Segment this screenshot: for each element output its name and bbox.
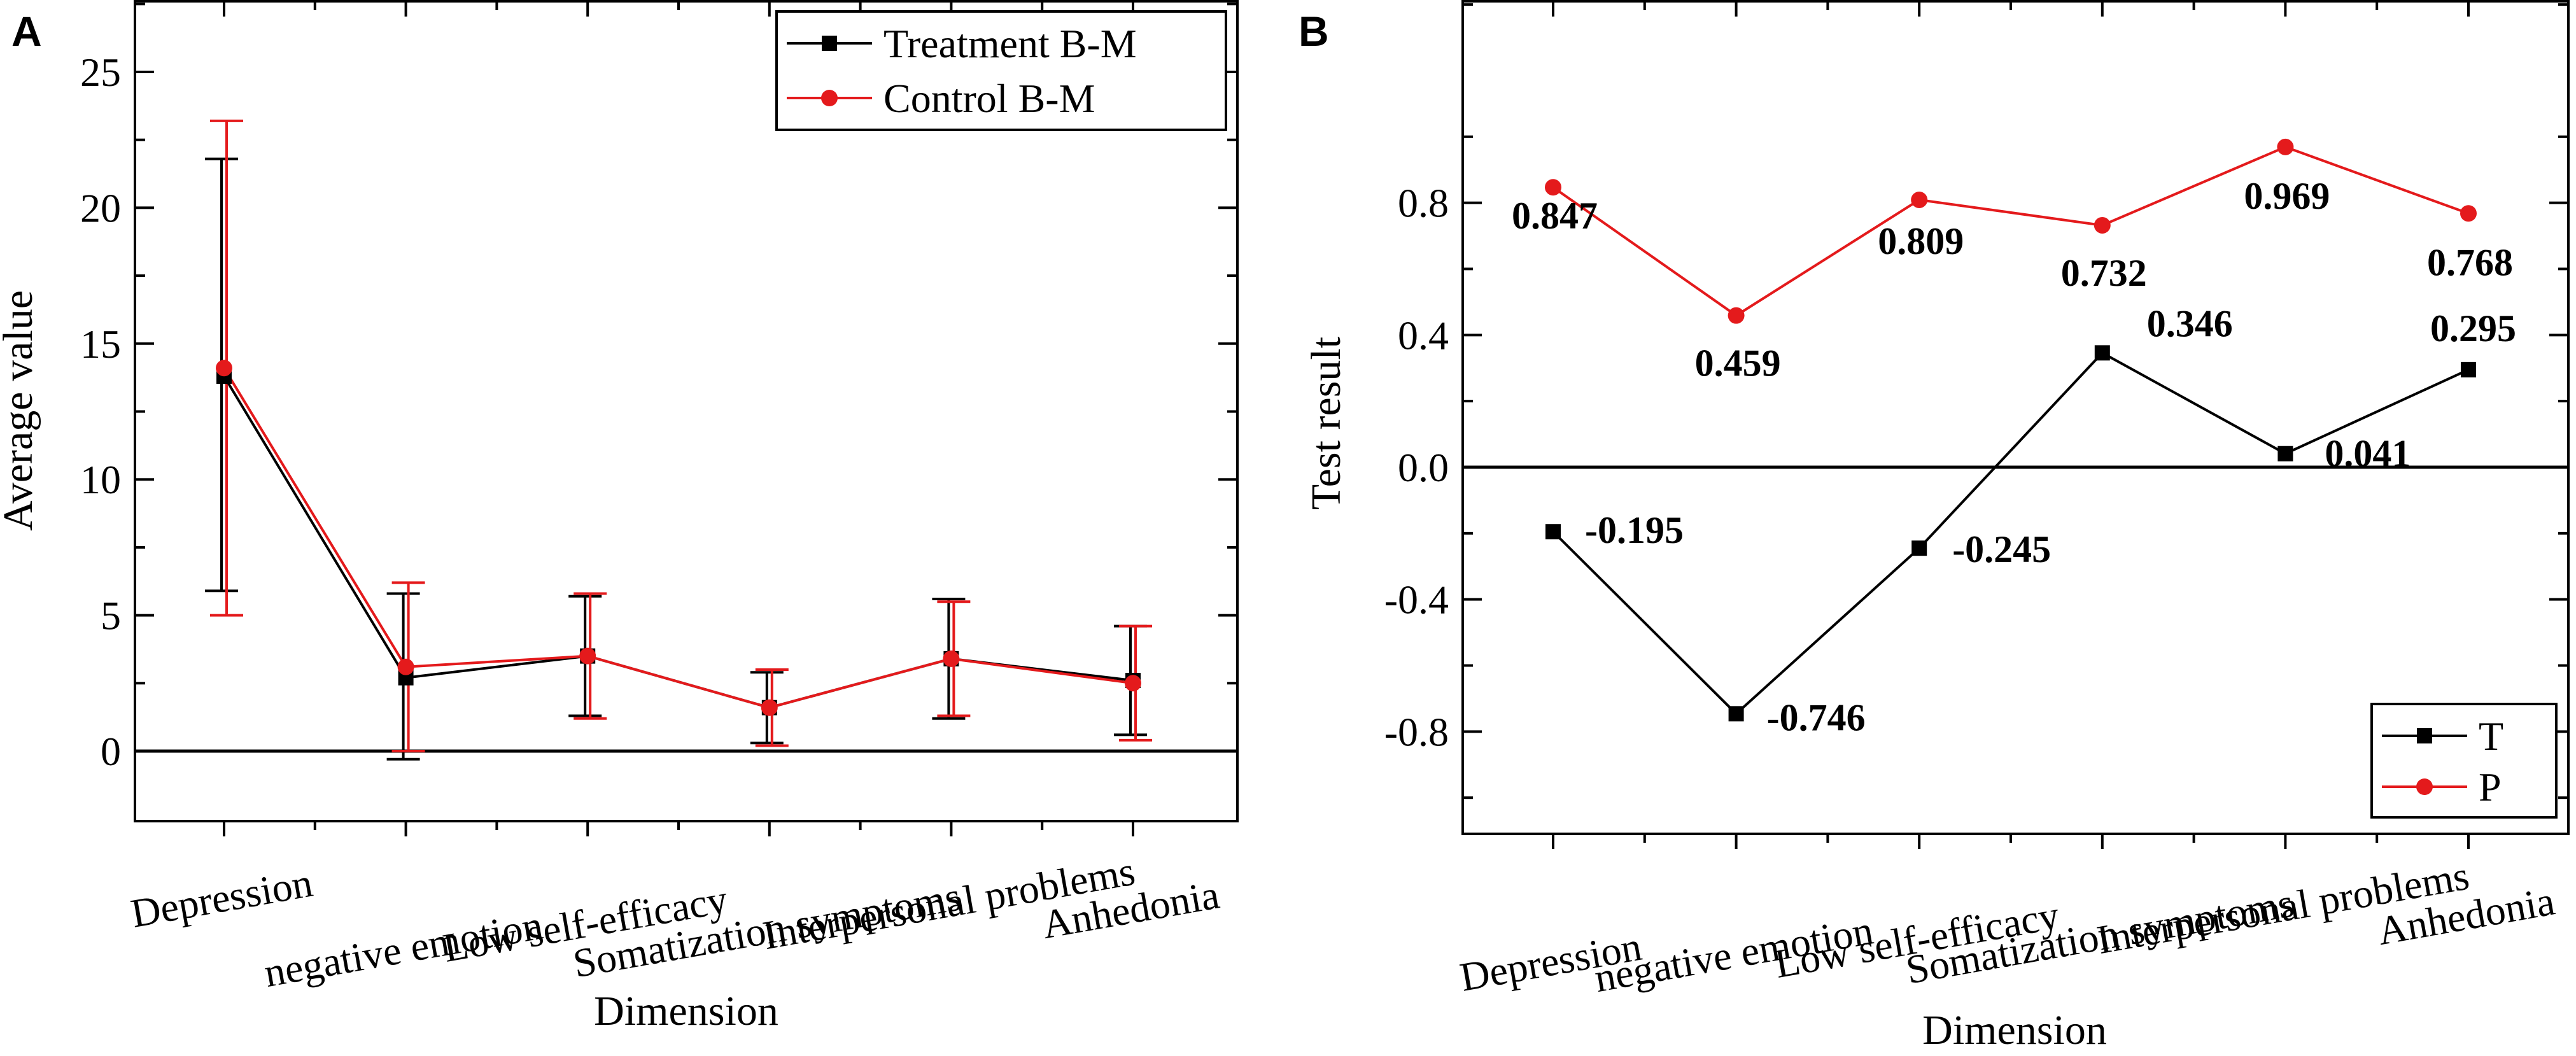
data-point [1125,675,1141,692]
data-point [1728,307,1745,324]
data-label: 0.768 [2427,241,2513,283]
data-label: 0.346 [2147,302,2233,344]
data-label: 0.295 [2430,307,2516,349]
data-point [2094,216,2111,234]
series-line-control-b-m [223,367,1134,709]
legend-label: Control B-M [883,76,1095,121]
y-tick-label: 10 [80,457,121,502]
panel-letter: B [1299,8,1329,55]
y-tick-label: 15 [80,321,121,367]
data-label: -0.195 [1585,509,1684,551]
data-point [2461,362,2476,377]
y-tick-label: 0.8 [1398,181,1449,226]
y-tick-label: 0.4 [1398,313,1449,358]
x-axis-title: Dimension [1922,1007,2107,1053]
legend-label: P [2479,764,2502,810]
legend-marker [821,90,838,106]
data-point [2277,446,2293,461]
legend-box [2370,703,2558,819]
panel-letter: A [11,8,42,55]
data-label: -0.245 [1952,528,2051,570]
data-point [2277,138,2294,155]
series-line-t [1552,351,2469,716]
series-line-p [1552,145,2469,318]
y-tick-label: 25 [80,50,121,95]
x-axis-title: Dimension [594,988,778,1034]
data-point [2094,345,2110,361]
data-label: 0.969 [2244,175,2330,217]
legend-marker [822,36,837,51]
legend-label: Treatment B-M [883,21,1137,66]
plot-frame [1461,0,2570,835]
data-point [397,658,414,675]
y-axis-title: Test result [1303,337,1349,510]
data-label: 0.041 [2325,433,2411,475]
data-label: 0.847 [1512,195,1598,237]
y-tick-label: 0 [101,729,121,774]
y-axis-title: Average value [0,290,41,531]
y-tick-label: 20 [80,185,121,230]
y-tick-label: -0.8 [1384,709,1449,754]
data-label: 0.732 [2061,252,2147,294]
data-label: 0.809 [1878,220,1964,262]
data-point [1545,179,1561,196]
x-category-label: Depression [127,860,316,936]
data-point [1728,706,1744,722]
data-label: 0.459 [1695,342,1781,384]
legend-marker [2416,778,2433,795]
legend-box [775,10,1227,131]
data-point [579,647,596,665]
legend-label: T [2479,714,2503,759]
legend-marker [2417,728,2432,743]
data-point [1911,191,1928,208]
data-point [1545,524,1561,540]
data-point [2460,205,2477,222]
data-point [216,360,232,377]
y-tick-label: 0.0 [1398,445,1449,490]
data-point [943,650,960,667]
data-point [761,699,778,716]
data-point [1911,540,1927,556]
data-label: -0.746 [1767,696,1866,738]
y-tick-label: -0.4 [1384,577,1449,623]
y-tick-label: 5 [101,593,121,638]
series-line-treatment-b-m [223,375,1134,709]
